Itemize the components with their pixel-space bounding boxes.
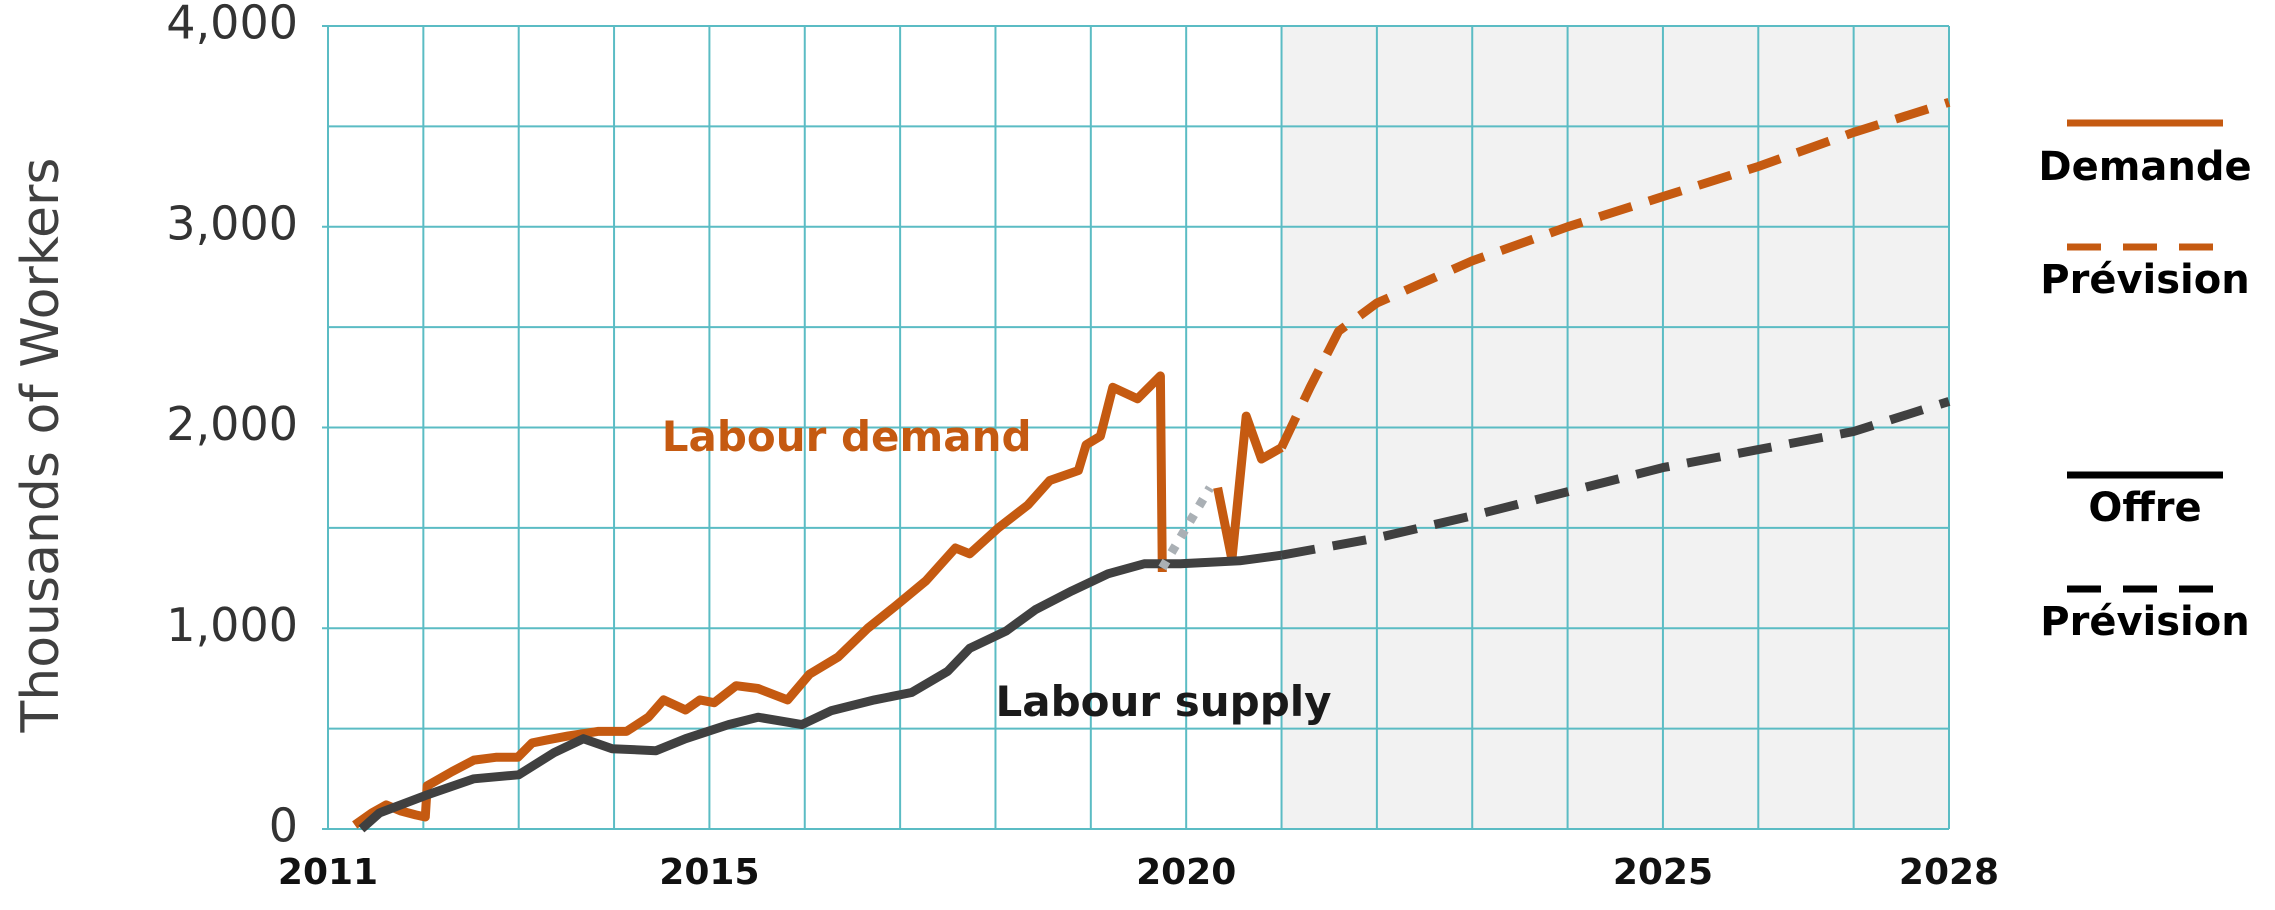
legend-label: Prévision: [2040, 599, 2249, 645]
x-tick-label: 2011: [278, 852, 378, 893]
x-tick-label: 2015: [659, 852, 759, 893]
y-axis-label: Thousands of Workers: [11, 158, 71, 734]
legend-label: Demande: [2038, 144, 2251, 190]
y-tick-label: 3,000: [166, 196, 298, 250]
series-line: [352, 371, 1284, 829]
series-line: [358, 550, 1283, 833]
series-line: [1158, 485, 1214, 571]
y-tick-label: 2,000: [166, 397, 298, 451]
y-tick-label: 0: [269, 799, 298, 853]
annotation: Labour supply: [995, 677, 1331, 726]
legend-label: Offre: [2088, 485, 2201, 531]
y-tick-label: 1,000: [166, 598, 298, 652]
series-line: [1280, 397, 1951, 560]
x-tick-label: 2020: [1136, 852, 1236, 893]
legend-label: Prévision: [2040, 257, 2249, 303]
y-tick-label: 4,000: [166, 0, 298, 50]
x-tick-label: 2025: [1613, 852, 1713, 893]
annotation: Labour demand: [662, 412, 1032, 461]
series-line: [1277, 98, 1951, 450]
x-tick-label: 2028: [1899, 852, 1999, 893]
